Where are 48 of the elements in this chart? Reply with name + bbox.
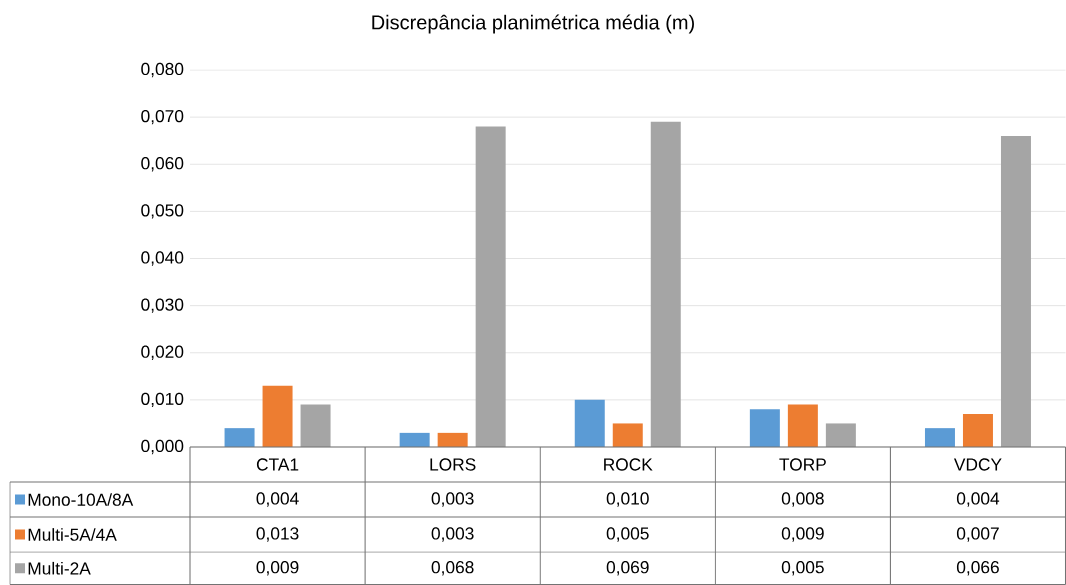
bar — [300, 404, 331, 447]
data-label: 0,013 — [256, 527, 299, 542]
x-tick-label: TORP — [779, 458, 826, 471]
bar — [475, 126, 506, 447]
bar — [574, 399, 605, 447]
data-label: 0,009 — [256, 561, 299, 576]
y-tick-label: 0,030 — [141, 298, 184, 313]
bar — [224, 428, 255, 447]
x-tick-label: VDCY — [953, 458, 1002, 471]
bar — [262, 385, 293, 447]
bar — [399, 432, 430, 447]
x-tick-label: ROCK — [604, 458, 653, 471]
x-tick-label: LORS — [430, 458, 476, 471]
bar — [749, 409, 780, 447]
y-tick-label: 0,070 — [141, 109, 184, 125]
x-tick-label: CTA1 — [256, 458, 299, 471]
data-label: 0,004 — [256, 492, 299, 507]
y-tick-label: 0,020 — [141, 345, 184, 360]
legend-label: Mono-10A/8A — [28, 493, 134, 506]
data-label: 0,069 — [606, 561, 649, 576]
data-label: 0,005 — [781, 561, 824, 576]
legend-label: Multi-5A/4A — [28, 528, 117, 541]
legend-label: Multi-2A — [28, 561, 91, 575]
data-label: 0,004 — [956, 492, 1000, 507]
bar — [825, 423, 856, 447]
bar — [787, 404, 818, 447]
bar — [612, 423, 643, 447]
data-label: 0,007 — [956, 527, 999, 542]
bar — [924, 428, 955, 447]
data-label: 0,010 — [606, 492, 649, 507]
bar — [650, 121, 681, 447]
bar — [962, 414, 993, 447]
y-tick-label: 0,080 — [141, 62, 184, 78]
y-tick-label: 0,050 — [141, 204, 184, 219]
y-tick-label: 0,060 — [141, 157, 184, 172]
data-label: 0,003 — [431, 527, 474, 542]
bar — [1000, 135, 1031, 447]
data-label: 0,066 — [956, 561, 999, 576]
data-label: 0,068 — [431, 561, 474, 576]
y-tick-label: 0,010 — [141, 392, 184, 408]
data-label: 0,009 — [781, 527, 824, 542]
y-tick-label: 0,040 — [141, 251, 184, 266]
chart-title: Discrepância planimétrica média (m) — [372, 14, 694, 34]
data-label: 0,008 — [781, 492, 824, 507]
data-label: 0,003 — [431, 492, 474, 507]
bar — [437, 432, 468, 447]
data-label: 0,005 — [606, 527, 649, 542]
y-tick-label: 0,000 — [141, 439, 184, 455]
